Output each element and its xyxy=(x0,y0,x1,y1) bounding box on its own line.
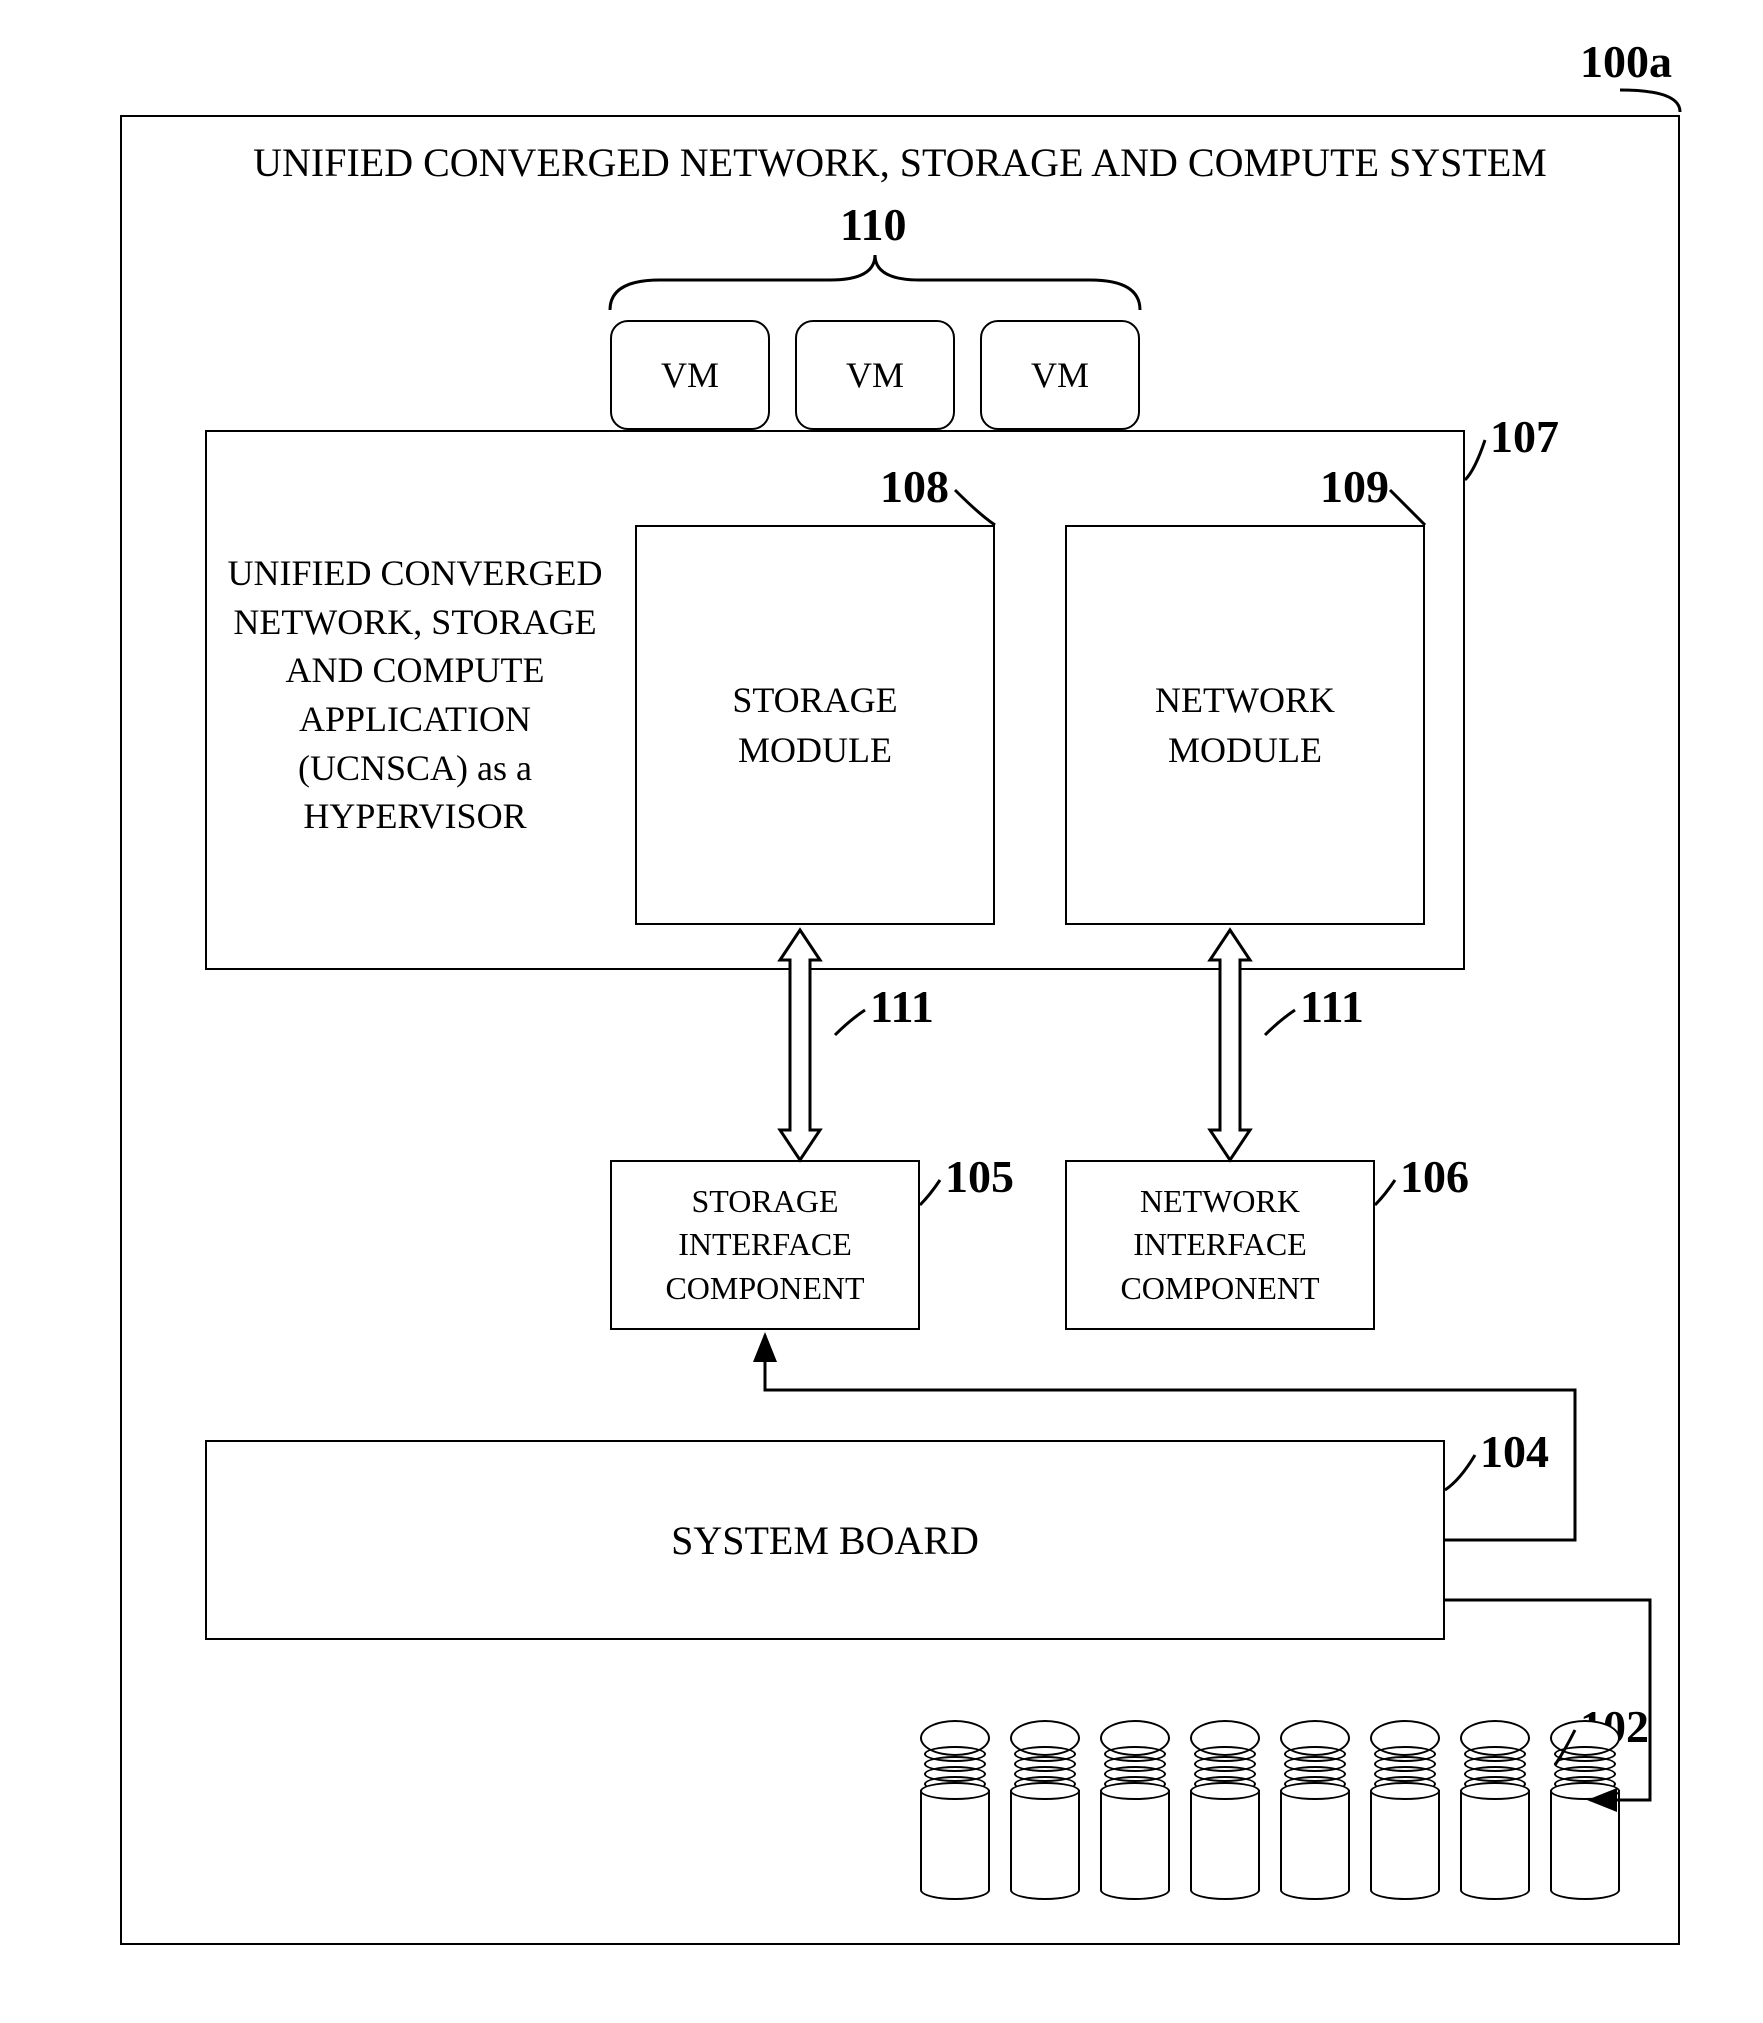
ref-106: 106 xyxy=(1400,1150,1469,1203)
network-interface-label: NETWORKINTERFACECOMPONENT xyxy=(1120,1180,1319,1310)
network-module-box: NETWORKMODULE xyxy=(1065,525,1425,925)
vm-label: VM xyxy=(661,354,719,396)
ref-104: 104 xyxy=(1480,1425,1549,1478)
system-board-box: SYSTEM BOARD xyxy=(205,1440,1445,1640)
ref-107: 107 xyxy=(1490,410,1559,463)
vm-box-3: VM xyxy=(980,320,1140,430)
disk-drive xyxy=(1280,1720,1350,1880)
disk-drive xyxy=(1190,1720,1260,1880)
diagram-canvas: 100a UNIFIED CONVERGED NETWORK, STORAGE … xyxy=(20,20,1763,2003)
vm-label: VM xyxy=(846,354,904,396)
disk-drive xyxy=(1550,1720,1620,1880)
vm-box-2: VM xyxy=(795,320,955,430)
ref-100a: 100a xyxy=(1580,35,1672,88)
disk-drive xyxy=(1100,1720,1170,1880)
storage-interface-label: STORAGEINTERFACECOMPONENT xyxy=(665,1180,864,1310)
vm-label: VM xyxy=(1031,354,1089,396)
ref-108: 108 xyxy=(880,460,949,513)
vm-box-1: VM xyxy=(610,320,770,430)
system-board-label: SYSTEM BOARD xyxy=(671,1517,979,1564)
disk-drive xyxy=(1460,1720,1530,1880)
network-module-label: NETWORKMODULE xyxy=(1155,675,1335,776)
disk-drive xyxy=(1370,1720,1440,1880)
ref-111-left: 111 xyxy=(870,980,934,1033)
storage-interface-box: STORAGEINTERFACECOMPONENT xyxy=(610,1160,920,1330)
storage-module-box: STORAGEMODULE xyxy=(635,525,995,925)
storage-module-label: STORAGEMODULE xyxy=(732,675,897,776)
ref-105: 105 xyxy=(945,1150,1014,1203)
disk-drive xyxy=(920,1720,990,1880)
ref-111-right: 111 xyxy=(1300,980,1364,1033)
disk-drive xyxy=(1010,1720,1080,1880)
ref-109: 109 xyxy=(1320,460,1389,513)
system-title: UNIFIED CONVERGED NETWORK, STORAGE AND C… xyxy=(122,139,1678,186)
hypervisor-text: UNIFIED CONVERGED NETWORK, STORAGE AND C… xyxy=(225,475,605,915)
ref-110: 110 xyxy=(840,198,906,251)
network-interface-box: NETWORKINTERFACECOMPONENT xyxy=(1065,1160,1375,1330)
